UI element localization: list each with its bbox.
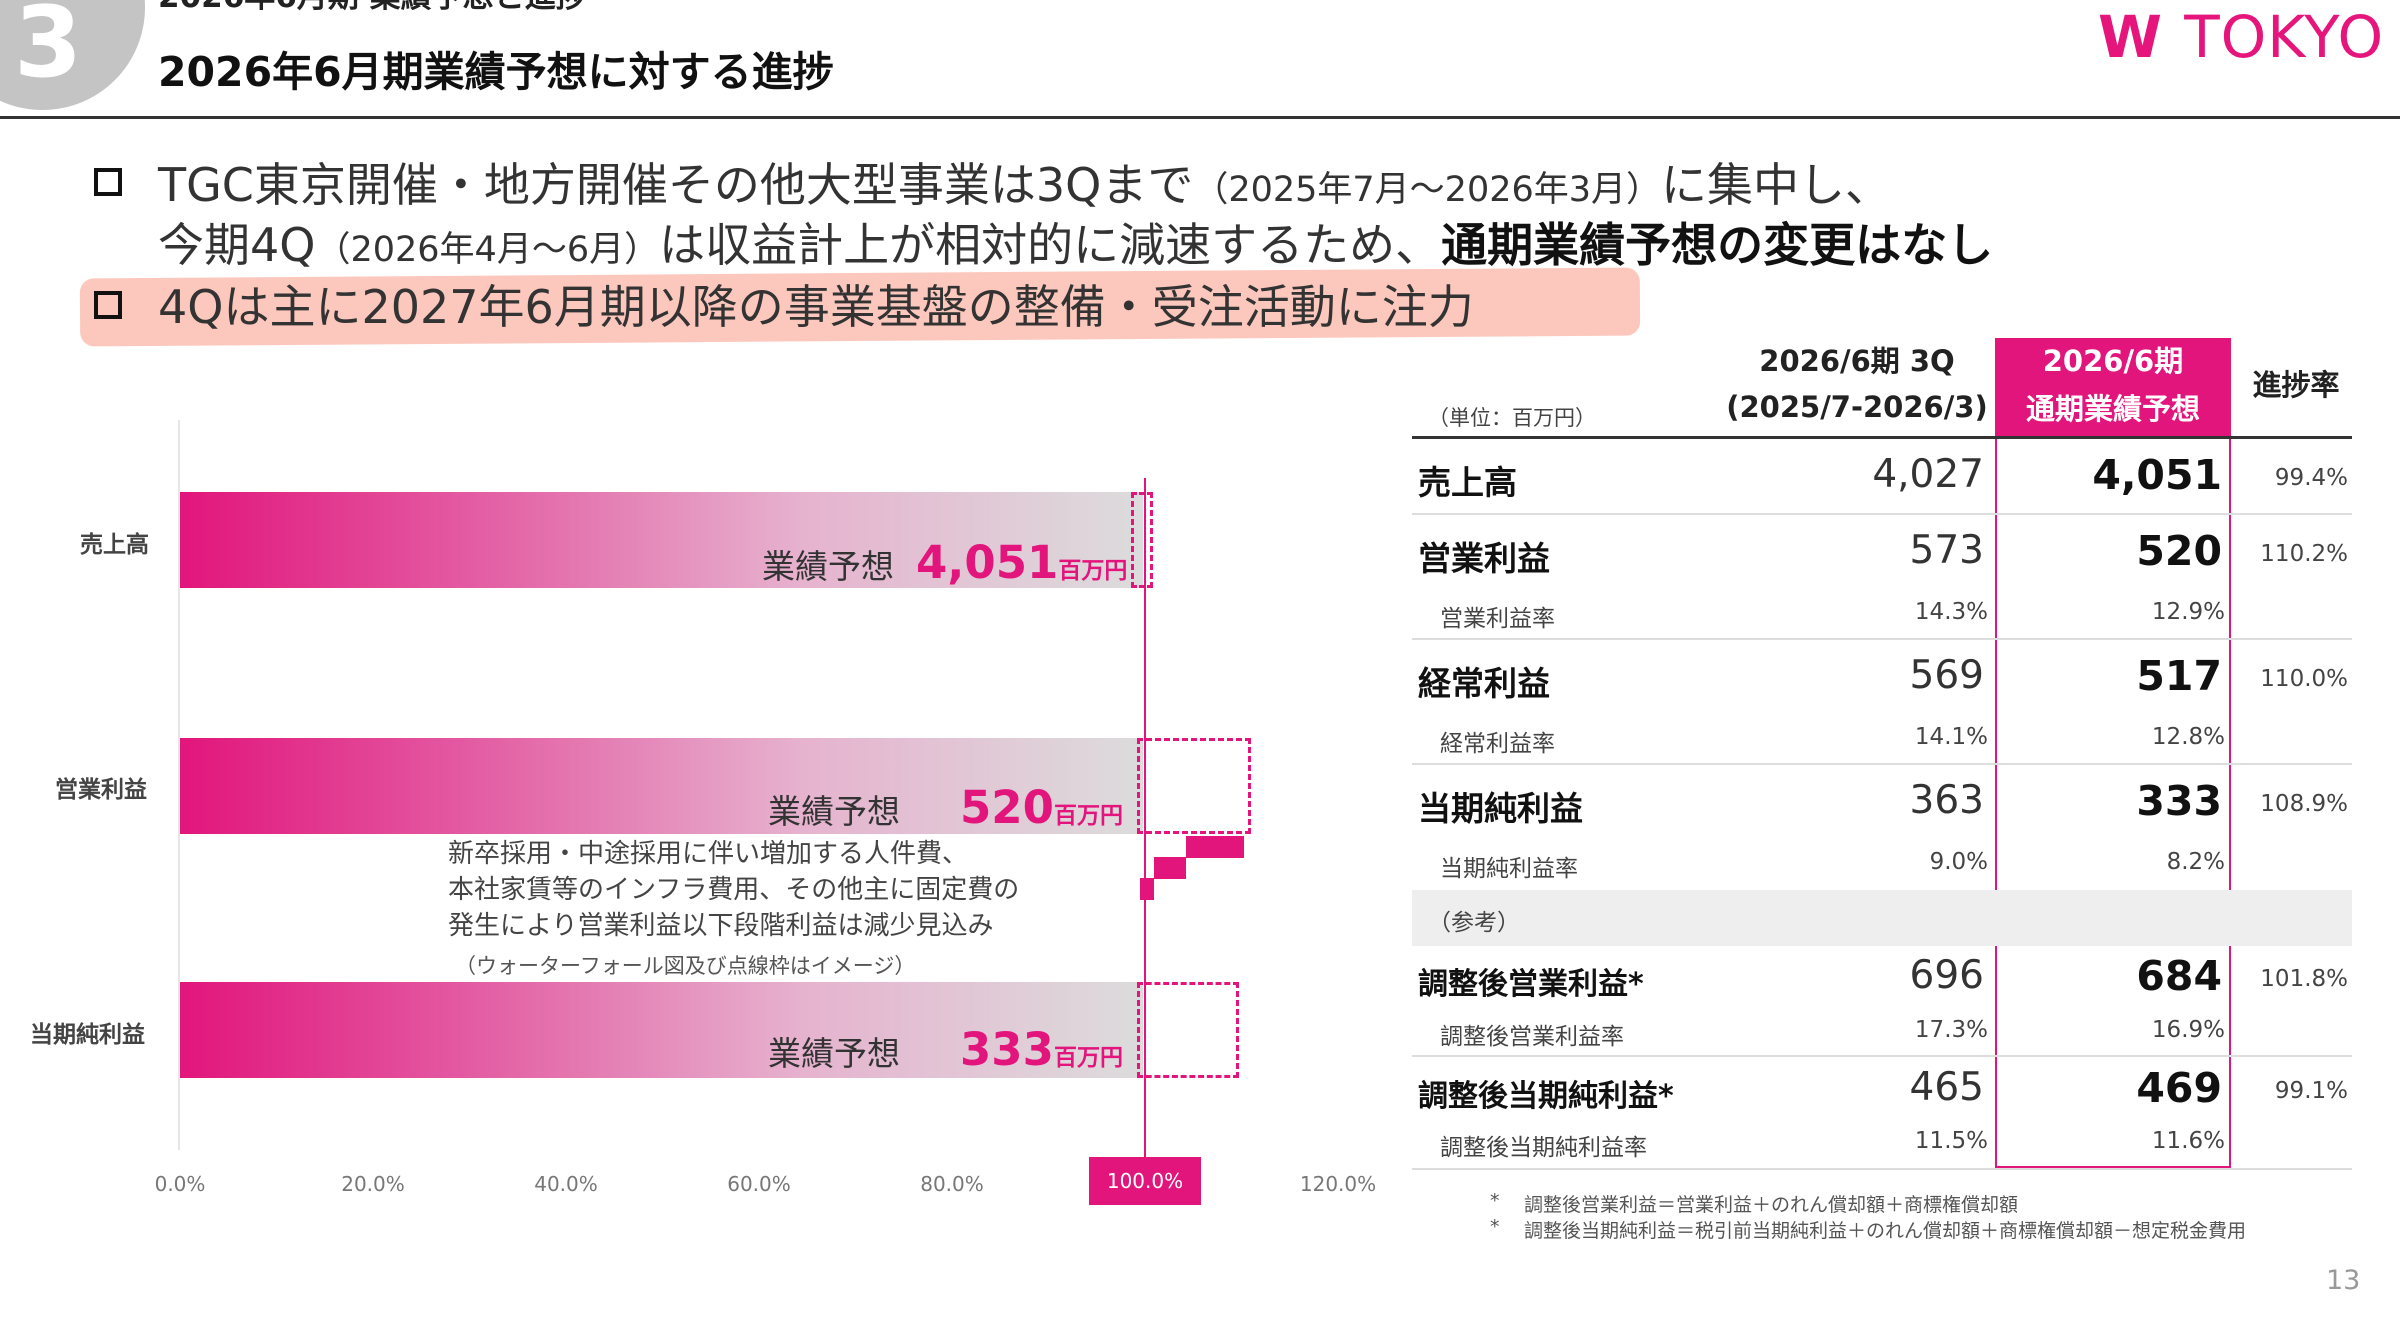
row-label: 調整後当期純利益*: [1418, 1079, 1674, 1114]
annotation-line: 新卒採用・中途採用に伴い増加する人件費、: [448, 839, 969, 869]
row-label: 調整後営業利益*: [1418, 967, 1644, 1002]
q3-column-header: 2026/6期 3Q (2025/7-2026/3): [1726, 344, 1988, 425]
q3-margin: 11.5%: [1914, 1128, 1988, 1154]
page-title: 2026年6月期業績予想に対する進捗: [158, 48, 834, 96]
bar-operating-profit: [180, 738, 1143, 834]
forecast-margin: 12.9%: [2151, 599, 2225, 625]
progress-value: 110.2%: [2260, 541, 2348, 567]
x-tick-label: 20.0%: [341, 1172, 405, 1196]
forecast-margin: 16.9%: [2151, 1017, 2225, 1043]
bullet-2-text: 4Qは主に2027年6月期以降の事業基盤の整備・受注活動に注力: [158, 280, 1474, 334]
q3-value: 4,027: [1872, 452, 1984, 497]
category-label: 当期純利益: [30, 1022, 145, 1048]
row-label: 経常利益: [1418, 664, 1550, 703]
forecast-margin: 11.6%: [2151, 1128, 2225, 1154]
forecast-value: 4,051: [2092, 451, 2222, 499]
forecast-margin: 12.8%: [2151, 724, 2225, 750]
row-divider: [1412, 1055, 2352, 1057]
forecast-value: 517: [2136, 652, 2222, 700]
header-subtitle: 2026年6月期 業績予想と進捗: [158, 0, 587, 13]
x-tick-label: 40.0%: [534, 1172, 598, 1196]
sub-row-label: 営業利益率: [1440, 606, 1555, 632]
q3-value: 569: [1909, 653, 1984, 698]
row-divider: [1412, 1168, 2352, 1170]
bar-sales: [180, 492, 1143, 588]
q3-margin: 14.1%: [1914, 724, 1988, 750]
progress-value: 101.8%: [2260, 966, 2348, 992]
row-divider: [1412, 763, 2352, 765]
forecast-column-header: 2026/6期 通期業績予想: [1995, 338, 2231, 437]
footnote-mark: *: [1490, 1216, 1500, 1238]
x-tick-label: 0.0%: [154, 1172, 206, 1196]
waterfall-step: [1186, 836, 1244, 858]
annotation-line: 発生により営業利益以下段階利益は減少見込み: [448, 911, 994, 941]
q3-value: 573: [1909, 528, 1984, 573]
progress-column-header: 進捗率: [2252, 368, 2340, 402]
reference-label: （参考）: [1428, 910, 1520, 936]
forecast-value: 333: [2136, 777, 2222, 825]
footnote-2: 調整後当期純利益＝税引前当期純利益＋のれん償却額＋商標権償却額－想定税金費用: [1524, 1220, 2247, 1242]
x-tick-label: 80.0%: [920, 1172, 984, 1196]
q3-value: 696: [1909, 953, 1984, 998]
category-label: 営業利益: [55, 777, 147, 803]
forecast-dashed-box: [1131, 492, 1153, 588]
sub-row-label: 調整後当期純利益率: [1440, 1135, 1647, 1161]
bullet-1-line-1: TGC東京開催・地方開催その他大型事業は3Qまで（2025年7月～2026年3月…: [158, 158, 1892, 212]
bar-label: 業績予想 4,051百万円: [762, 536, 1128, 589]
forecast-dashed-box: [1137, 738, 1252, 834]
bar-label: 業績予想 520百万円: [768, 781, 1123, 834]
bullet-square-icon: [94, 291, 122, 319]
forecast-margin: 8.2%: [2166, 849, 2225, 875]
x-tick-label: 60.0%: [727, 1172, 791, 1196]
x-tick-label-highlight: 100.0%: [1089, 1157, 1201, 1205]
footnote-mark: *: [1490, 1190, 1500, 1212]
section-number: 3: [14, 0, 83, 100]
header-divider: [0, 116, 2400, 119]
target-100-line: [1144, 478, 1146, 1160]
sub-row-label: 当期純利益率: [1440, 856, 1578, 882]
q3-value: 465: [1909, 1065, 1984, 1110]
sub-row-label: 調整後営業利益率: [1440, 1024, 1624, 1050]
row-label: 当期純利益: [1418, 789, 1583, 828]
forecast-value: 469: [2136, 1064, 2222, 1112]
row-label: 売上高: [1418, 463, 1517, 502]
q3-margin: 17.3%: [1914, 1017, 1988, 1043]
bullet-square-icon: [94, 168, 122, 196]
category-label: 売上高: [80, 532, 149, 558]
q3-value: 363: [1909, 778, 1984, 823]
chart-y-axis: [178, 420, 180, 1150]
row-divider: [1412, 638, 2352, 640]
q3-margin: 14.3%: [1914, 599, 1988, 625]
q3-margin: 9.0%: [1929, 849, 1988, 875]
bar-net-profit: [180, 982, 1143, 1078]
progress-value: 108.9%: [2260, 791, 2348, 817]
annotation-line: 本社家賃等のインフラ費用、その他主に固定費の: [448, 875, 1020, 905]
bar-label: 業績予想 333百万円: [768, 1023, 1123, 1076]
row-label: 営業利益: [1418, 539, 1550, 578]
table-header-rule: [1412, 436, 2352, 439]
unit-label: （単位：百万円）: [1428, 406, 1596, 430]
page-number: 13: [2326, 1265, 2361, 1296]
waterfall-step: [1154, 857, 1186, 879]
sub-row-label: 経常利益率: [1440, 731, 1555, 757]
x-tick-label: 120.0%: [1299, 1172, 1377, 1196]
forecast-value: 684: [2136, 952, 2222, 1000]
reference-band: [1412, 890, 2352, 946]
footnote-1: 調整後営業利益＝営業利益＋のれん償却額＋商標権償却額: [1524, 1194, 2019, 1216]
bullet-1-line-2: 今期4Q（2026年4月～6月）は収益計上が相対的に減速するため、通期業績予想の…: [158, 218, 1994, 272]
progress-value: 99.1%: [2274, 1078, 2348, 1104]
row-divider: [1412, 513, 2352, 515]
annotation-note: （ウォーターフォール図及び点線枠はイメージ）: [455, 954, 916, 978]
forecast-dashed-box: [1137, 982, 1239, 1078]
company-logo: W TOKYO: [2098, 3, 2385, 71]
forecast-value: 520: [2136, 527, 2222, 575]
progress-value: 110.0%: [2260, 666, 2348, 692]
waterfall-step: [1140, 878, 1154, 900]
progress-value: 99.4%: [2274, 465, 2348, 491]
